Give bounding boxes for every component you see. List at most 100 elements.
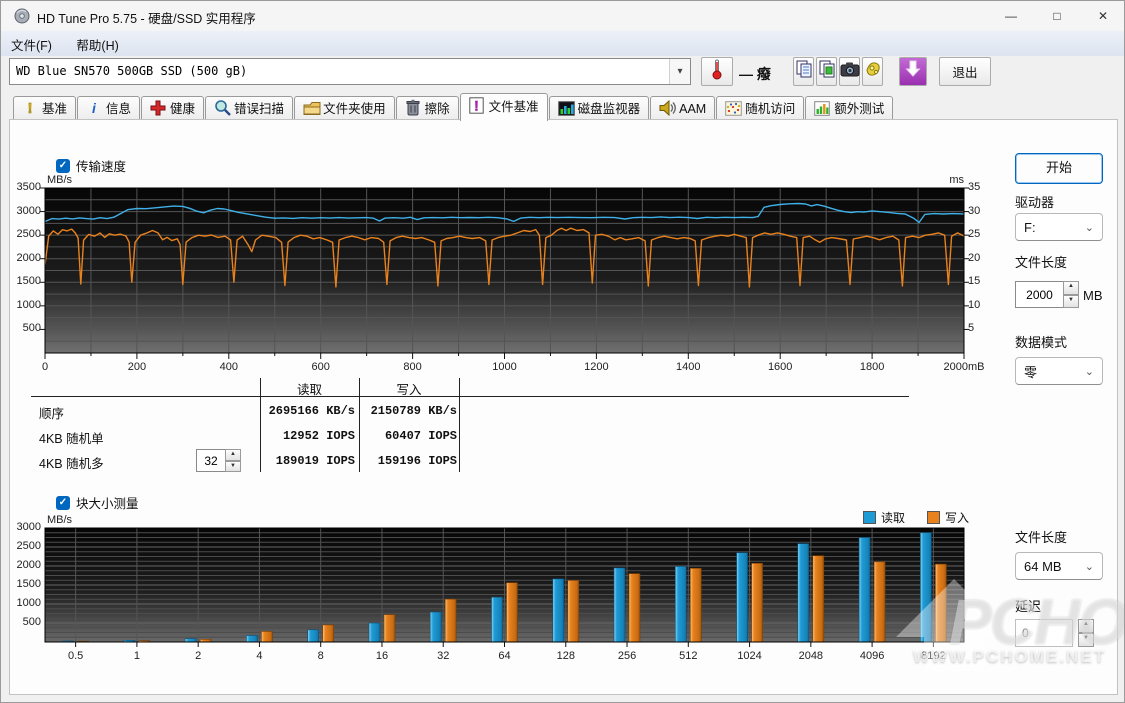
table-write-value: 2150789 KB/s — [370, 404, 457, 418]
latency-value[interactable]: 0 — [1015, 619, 1073, 647]
screenshot-button[interactable] — [839, 57, 860, 86]
spin-up-icon[interactable]: ▲ — [225, 449, 241, 461]
exit-button[interactable]: 退出 — [939, 57, 991, 86]
tab-label: AAM — [679, 102, 707, 116]
spin-up-icon[interactable]: ▲ — [1078, 619, 1094, 633]
chart1-xtick: 1400 — [676, 361, 701, 373]
table-header-read: 读取 — [296, 383, 322, 397]
extra-test-icon — [814, 101, 831, 117]
latency-spinner[interactable]: 0 ▲ ▼ — [1015, 619, 1094, 647]
tab-file-benchmark[interactable]: ! 文件基准 — [459, 93, 548, 121]
chart1-ytick-right: 20 — [968, 251, 981, 264]
tab-health[interactable]: 健康 — [141, 96, 205, 121]
chart1-ytick-left: 1000 — [16, 298, 41, 311]
folder-usage-icon — [303, 101, 321, 117]
error-scan-icon — [214, 99, 231, 116]
table-header-write: 写入 — [396, 383, 422, 397]
queue-depth-spinner[interactable]: 32 ▲ ▼ — [196, 449, 241, 472]
drive-selector[interactable]: WD Blue SN570 500GB SSD (500 gB) ▾ — [9, 58, 691, 85]
tab-random-access[interactable]: 随机访问 — [716, 96, 805, 121]
close-button[interactable]: ✕ — [1097, 9, 1109, 23]
file-length-spinner[interactable]: 2000 ▲ ▼ — [1015, 281, 1079, 308]
transfer-speed-chart — [39, 187, 970, 368]
table-row-label: 顺序 — [39, 407, 65, 421]
transfer-speed-checkbox[interactable]: ✓ 传输速度 — [56, 156, 126, 175]
drive-select-value: F: — [1024, 219, 1036, 235]
tab-label: 文件夹使用 — [323, 102, 386, 116]
window-title: HD Tune Pro 5.75 - 硬盘/SSD 实用程序 — [37, 12, 256, 26]
start-button[interactable]: 开始 — [1015, 153, 1103, 184]
chevron-down-icon: ▾ — [669, 59, 690, 84]
tab-erase[interactable]: 擦除 — [395, 96, 459, 121]
tab-disk-monitor[interactable]: 磁盘监视器 — [548, 96, 650, 121]
tab-extra-test[interactable]: 额外测试 — [805, 96, 894, 121]
chart1-ytick-left: 2000 — [16, 251, 41, 264]
drive-select[interactable]: F: ⌄ — [1015, 213, 1103, 241]
menu-help[interactable]: 帮助(H) — [76, 39, 119, 53]
chart2-xtick: 4 — [256, 650, 263, 662]
chart2-xtick: 8 — [317, 650, 324, 662]
chart2-xtick: 256 — [617, 650, 637, 662]
block-size-label: 块大小测量 — [76, 497, 139, 511]
table-read-value: 189019 IOPS — [275, 454, 355, 468]
chart1-xtick: 600 — [311, 361, 330, 373]
spin-down-icon[interactable]: ▼ — [225, 460, 241, 472]
chart1-ytick-right: 35 — [968, 181, 981, 193]
spin-down-icon[interactable]: ▼ — [1063, 294, 1079, 308]
checkbox-check-icon: ✓ — [56, 495, 70, 510]
maximize-button[interactable]: □ — [1053, 9, 1061, 23]
file-length-unit: MB — [1083, 288, 1103, 303]
chevron-down-icon: ⌄ — [1084, 221, 1094, 234]
copy-image-icon — [818, 60, 836, 83]
tab-label: 错误扫描 — [234, 102, 285, 116]
disk-monitor-icon — [557, 101, 575, 117]
file-length-value[interactable]: 2000 — [1015, 281, 1064, 308]
queue-depth-value[interactable]: 32 — [196, 449, 226, 472]
file-length2-label: 文件长度 — [1015, 530, 1068, 545]
tab-folder-usage[interactable]: 文件夹使用 — [294, 96, 395, 121]
chart2-xtick: 64 — [498, 650, 511, 662]
chart2-ytick: 500 — [22, 616, 41, 628]
svg-text:i: i — [92, 100, 97, 116]
chart1-xtick: 1200 — [584, 361, 609, 373]
save-results-button[interactable] — [862, 57, 883, 86]
benchmark-icon: ! — [22, 100, 38, 118]
tab-aam[interactable]: AAM — [650, 96, 716, 121]
erase-icon — [405, 99, 421, 116]
chart1-ytick-right: 30 — [968, 204, 981, 217]
chart2-ytick: 2500 — [16, 540, 41, 552]
block-size-checkbox[interactable]: ✓ 块大小测量 — [56, 493, 139, 512]
data-mode-select[interactable]: 零 ⌄ — [1015, 357, 1103, 385]
table-read-value: 2695166 KB/s — [268, 404, 355, 418]
svg-text:!: ! — [28, 100, 33, 116]
download-button[interactable] — [899, 57, 927, 86]
save-icon — [864, 60, 882, 83]
table-read-value: 12952 IOPS — [282, 429, 355, 443]
tab-info[interactable]: i 信息 — [77, 96, 141, 121]
chart2-ytick: 2000 — [16, 559, 41, 571]
write-legend-label: 写入 — [945, 511, 970, 525]
menu-file[interactable]: 文件(F) — [11, 39, 52, 53]
chart1-right-axis-title: ms — [949, 174, 964, 186]
title-bar: HD Tune Pro 5.75 - 硬盘/SSD 实用程序 — □ ✕ — [1, 1, 1124, 31]
spin-down-icon[interactable]: ▼ — [1078, 633, 1094, 647]
copy-image-button[interactable] — [816, 57, 837, 86]
latency-label: 延迟 — [1015, 599, 1042, 614]
file-length2-select[interactable]: 64 MB ⌄ — [1015, 552, 1103, 580]
drive-label: 驱动器 — [1015, 195, 1055, 210]
write-legend-swatch — [927, 511, 941, 524]
chevron-down-icon: ⌄ — [1084, 560, 1094, 573]
chart2-ytick: 3000 — [16, 521, 41, 533]
chart1-ytick-left: 3500 — [16, 181, 41, 193]
tab-benchmark[interactable]: ! 基准 — [13, 96, 77, 121]
spin-up-icon[interactable]: ▲ — [1063, 281, 1079, 295]
tab-error-scan[interactable]: 错误扫描 — [205, 96, 294, 121]
chart1-ytick-left: 500 — [22, 322, 41, 335]
chart2-xtick: 1 — [133, 650, 140, 662]
chart2-xtick: 2048 — [798, 650, 824, 662]
copy-text-button[interactable] — [793, 57, 814, 86]
temperature-button[interactable] — [701, 57, 733, 86]
chart2-xtick: 8192 — [921, 650, 946, 662]
minimize-button[interactable]: — — [1005, 9, 1017, 23]
